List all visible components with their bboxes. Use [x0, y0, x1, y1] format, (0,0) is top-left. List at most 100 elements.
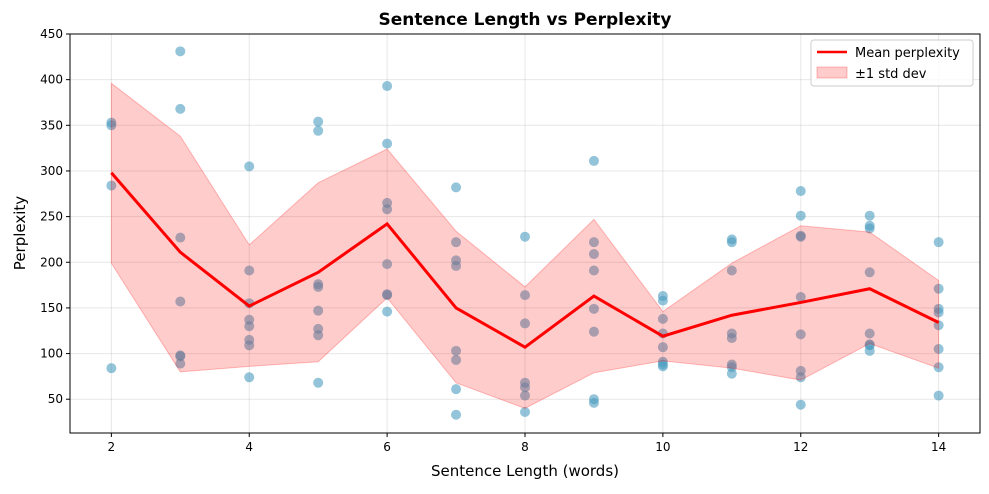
scatter-point [244, 265, 255, 276]
y-tick-label: 250 [40, 210, 63, 224]
legend: Mean perplexity ±1 std dev [810, 39, 974, 87]
y-tick-label: 150 [40, 301, 63, 315]
y-tick-label: 50 [48, 392, 63, 406]
y-axis-label: Perplexity [11, 196, 29, 270]
x-tick-label: 8 [521, 440, 529, 454]
scatter-point [588, 397, 599, 408]
scatter-point [864, 345, 875, 356]
scatter-point [933, 283, 944, 294]
scatter-point [726, 368, 737, 379]
scatter-point [175, 296, 186, 307]
scatter-point [520, 407, 530, 417]
std-band-area [110, 82, 940, 409]
legend-box [810, 39, 974, 87]
x-tick-label: 10 [655, 440, 670, 454]
scatter-point [313, 377, 324, 388]
scatter-point [795, 399, 806, 410]
scatter-point [933, 307, 944, 318]
scatter-point [244, 372, 255, 383]
scatter-point [795, 291, 806, 302]
scatter-point [175, 358, 186, 369]
scatter-point [588, 249, 599, 260]
legend-band-label: ±1 std dev [855, 67, 927, 82]
scatter-point [657, 361, 668, 372]
scatter-point [175, 351, 186, 362]
scatter-point [933, 362, 944, 373]
scatter-point [588, 326, 599, 337]
scatter-point [175, 103, 186, 114]
legend-mean-label: Mean perplexity [855, 46, 960, 61]
scatter-point [657, 295, 668, 306]
chart-title: Sentence Length vs Perplexity [379, 10, 672, 30]
scatter-point [795, 329, 806, 340]
scatter-point [795, 231, 806, 242]
scatter-point [382, 81, 393, 92]
scatter-point [657, 342, 668, 353]
scatter-point [451, 237, 462, 248]
mean-perplexity-line [110, 171, 940, 349]
x-tick-label: 14 [931, 440, 946, 454]
scatter-point [382, 204, 393, 215]
y-tick-label: 400 [40, 73, 63, 87]
scatter-point [451, 260, 462, 271]
scatter-point [933, 390, 944, 401]
scatter-point [588, 265, 599, 276]
x-tick-label: 4 [245, 440, 253, 454]
scatter-point [313, 330, 324, 341]
y-tick-label: 300 [40, 164, 63, 178]
y-ticks: 50 100 150 200 250 300 350 400 450 [40, 27, 70, 406]
scatter-point [313, 305, 324, 316]
scatter-point [933, 344, 944, 354]
x-tick-label: 2 [108, 440, 116, 454]
std-band [110, 82, 940, 409]
x-axis-label: Sentence Length (words) [431, 462, 619, 480]
scatter-point [451, 182, 462, 193]
scatter-point [726, 333, 737, 344]
scatter-point [588, 155, 599, 166]
scatter-point [382, 290, 393, 301]
y-tick-label: 350 [40, 118, 63, 132]
scatter-point [795, 210, 806, 221]
scatter-point [244, 161, 255, 172]
scatter-point [588, 303, 599, 314]
scatter-point [520, 390, 530, 401]
x-tick-label: 6 [383, 440, 391, 454]
scatter-point [106, 180, 117, 191]
scatter-point [864, 223, 875, 234]
scatter-point [520, 231, 530, 242]
scatter-point [175, 46, 186, 57]
grid [70, 33, 980, 433]
scatter-point [313, 125, 324, 136]
scatter-point [864, 267, 875, 278]
scatter-point [588, 237, 599, 248]
scatter-point [244, 340, 255, 351]
scatter-point [106, 363, 117, 374]
y-tick-label: 200 [40, 255, 63, 269]
scatter-point [726, 237, 737, 248]
legend-band-swatch [816, 66, 848, 79]
scatter-point [313, 281, 324, 292]
scatter-point [520, 382, 530, 393]
scatter-point [382, 138, 393, 149]
scatter-point [244, 321, 255, 332]
scatter-point [313, 116, 324, 127]
y-tick-label: 450 [40, 27, 63, 41]
scatter-point [520, 318, 530, 329]
scatter-point [451, 354, 462, 365]
scatter-point [520, 290, 530, 301]
scatter-point [864, 210, 875, 221]
scatter-point [106, 120, 117, 131]
scatter-point [451, 409, 462, 420]
scatter-point [864, 328, 875, 339]
scatter-point [726, 265, 737, 276]
scatter-point [657, 313, 668, 324]
scatter-point [382, 259, 393, 270]
scatter-point [382, 306, 393, 317]
scatter-point [795, 372, 806, 383]
y-tick-label: 100 [40, 347, 63, 361]
mean-line [110, 171, 940, 349]
x-ticks: 2 4 6 8 10 12 14 [108, 433, 946, 454]
scatter-point [933, 237, 944, 248]
scatter-point [795, 186, 806, 197]
